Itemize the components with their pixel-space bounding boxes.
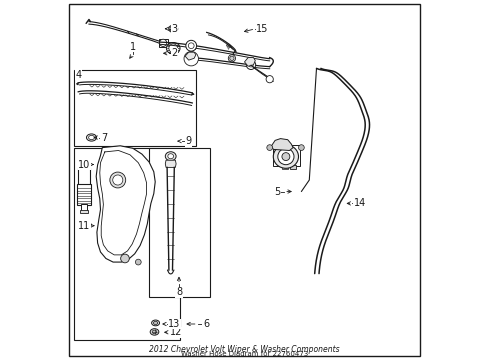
- Bar: [118, 175, 141, 228]
- Text: 3: 3: [171, 24, 177, 34]
- Bar: [149, 148, 210, 297]
- Bar: [187, 45, 194, 49]
- Ellipse shape: [153, 321, 158, 325]
- Circle shape: [159, 39, 166, 46]
- Circle shape: [188, 43, 194, 49]
- Circle shape: [189, 57, 193, 61]
- Circle shape: [121, 254, 129, 263]
- Bar: [159, 39, 167, 47]
- Circle shape: [298, 145, 304, 150]
- Text: 7: 7: [101, 132, 107, 143]
- Polygon shape: [96, 146, 155, 262]
- Bar: [267, 142, 302, 180]
- Bar: [273, 145, 300, 166]
- Bar: [132, 212, 142, 220]
- Ellipse shape: [166, 42, 180, 54]
- Circle shape: [265, 76, 273, 83]
- Ellipse shape: [82, 223, 88, 227]
- Text: 1: 1: [130, 42, 136, 52]
- Bar: [80, 210, 87, 213]
- Ellipse shape: [282, 153, 289, 161]
- Ellipse shape: [152, 330, 157, 334]
- Ellipse shape: [86, 134, 96, 141]
- Bar: [73, 148, 179, 340]
- Text: 2: 2: [171, 48, 177, 58]
- Text: 11: 11: [78, 221, 90, 231]
- Text: 12: 12: [169, 327, 182, 337]
- Ellipse shape: [273, 145, 298, 168]
- Polygon shape: [191, 93, 194, 95]
- Circle shape: [113, 175, 122, 185]
- Text: 4: 4: [76, 70, 82, 80]
- Ellipse shape: [151, 320, 159, 326]
- Bar: [73, 70, 196, 146]
- Ellipse shape: [150, 329, 159, 335]
- Circle shape: [228, 55, 235, 62]
- Circle shape: [135, 259, 141, 265]
- Bar: [78, 168, 89, 185]
- Ellipse shape: [165, 152, 176, 161]
- Polygon shape: [165, 160, 176, 167]
- Circle shape: [185, 40, 196, 51]
- Text: 2012 Chevrolet Volt Wiper & Washer Components: 2012 Chevrolet Volt Wiper & Washer Compo…: [149, 345, 339, 354]
- Bar: [282, 166, 287, 169]
- Bar: [77, 184, 91, 205]
- Circle shape: [266, 145, 272, 150]
- Ellipse shape: [80, 221, 91, 229]
- Bar: [81, 204, 87, 211]
- Text: 14: 14: [353, 198, 365, 208]
- Bar: [289, 165, 295, 169]
- Circle shape: [183, 51, 198, 66]
- Polygon shape: [185, 52, 196, 60]
- Circle shape: [170, 26, 176, 32]
- Ellipse shape: [277, 149, 293, 165]
- Ellipse shape: [88, 135, 94, 140]
- Circle shape: [110, 172, 125, 188]
- Text: Washer Hose Diagram for 22760473: Washer Hose Diagram for 22760473: [181, 351, 307, 357]
- Circle shape: [168, 44, 177, 53]
- Circle shape: [246, 60, 255, 69]
- Circle shape: [248, 63, 253, 67]
- Bar: [132, 184, 142, 192]
- Circle shape: [229, 56, 234, 60]
- Bar: [120, 178, 138, 225]
- Polygon shape: [76, 83, 78, 85]
- Ellipse shape: [167, 154, 173, 159]
- Text: 6: 6: [203, 319, 208, 329]
- Bar: [80, 184, 88, 187]
- Text: 8: 8: [176, 287, 182, 297]
- Circle shape: [186, 54, 196, 63]
- Text: 10: 10: [78, 159, 90, 170]
- Polygon shape: [244, 58, 255, 66]
- Text: 5: 5: [273, 186, 280, 197]
- Text: 15: 15: [256, 24, 268, 34]
- Polygon shape: [271, 139, 292, 150]
- Text: 13: 13: [168, 319, 180, 329]
- Ellipse shape: [168, 25, 177, 32]
- Text: 9: 9: [185, 136, 191, 146]
- Circle shape: [83, 223, 87, 227]
